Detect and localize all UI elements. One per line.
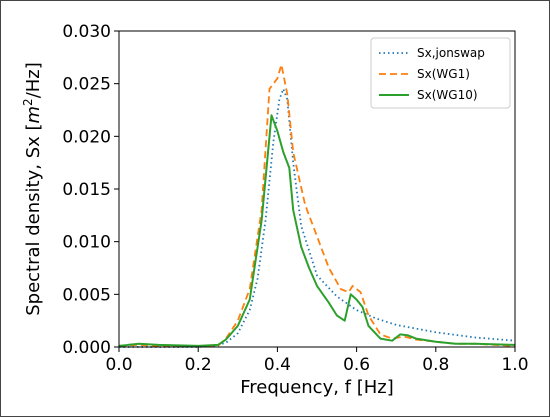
x-tick-label: 0.6 bbox=[343, 355, 370, 375]
legend-label-2: Sx(WG10) bbox=[417, 88, 478, 102]
axis-ticks: 0.0 0.2 0.4 0.6 0.8 1.0 0.000 0.005 0.010 0.015 0.… bbox=[62, 22, 528, 375]
plot-area bbox=[118, 30, 516, 348]
series-line-0 bbox=[119, 88, 516, 348]
y-tick-label: 0.030 bbox=[62, 22, 111, 42]
y-tick-label: 0.000 bbox=[62, 338, 111, 358]
y-axis-label: Spectral density, Sx [m2/Hz] bbox=[21, 62, 44, 316]
series-lines bbox=[118, 63, 516, 348]
x-tick-label: 0.0 bbox=[105, 355, 132, 375]
y-axis-label-prefix: Spectral density, Sx [ bbox=[23, 123, 44, 315]
legend: Sx,jonswap Sx(WG1) Sx(WG10) bbox=[370, 37, 511, 109]
y-axis-label-unit-sup: 2 bbox=[21, 98, 35, 106]
y-tick-label: 0.010 bbox=[62, 233, 111, 253]
y-axis-label-unit-m: m bbox=[23, 106, 44, 124]
y-tick-label: 0.005 bbox=[62, 285, 111, 305]
x-tick-label: 0.4 bbox=[264, 355, 291, 375]
x-tick-label: 0.8 bbox=[422, 355, 449, 375]
y-tick-label: 0.020 bbox=[62, 127, 111, 147]
series-line-1 bbox=[118, 63, 516, 347]
x-tick-label: 0.2 bbox=[185, 355, 212, 375]
series-line-2 bbox=[118, 114, 516, 347]
legend-label-0: Sx,jonswap bbox=[417, 46, 485, 60]
y-axis-label-unit-rest: /Hz] bbox=[23, 62, 44, 98]
y-tick-label: 0.015 bbox=[62, 180, 111, 200]
x-axis-label: Frequency, f [Hz] bbox=[240, 377, 394, 398]
x-tick-label: 1.0 bbox=[501, 355, 528, 375]
legend-label-1: Sx(WG1) bbox=[417, 67, 470, 81]
legend-box bbox=[370, 37, 511, 109]
y-tick-label: 0.025 bbox=[62, 75, 111, 95]
